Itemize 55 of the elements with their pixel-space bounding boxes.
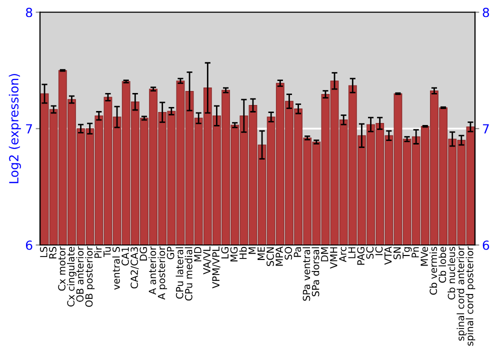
x-tick-label: Arc: [339, 246, 346, 262]
x-tick-label: MG: [230, 247, 238, 262]
x-tick-label: ventral S: [112, 246, 120, 290]
x-tick-label: ME: [258, 247, 265, 260]
x-tick-label: VMH: [330, 247, 338, 269]
x-tick-label: SPa ventral: [302, 247, 310, 301]
x-tick-label: CA2/CA3: [130, 247, 139, 288]
y-tick-label: 8: [26, 8, 32, 18]
x-tick-label: SO: [284, 246, 292, 260]
x-tick-label: Cb lobe: [438, 246, 446, 283]
x-tick-label: OB anterior: [76, 246, 84, 302]
x-tick-label: DM: [321, 247, 328, 262]
y2-tick-label: 8: [482, 8, 490, 18]
x-tick-label: Cb vermis: [430, 246, 438, 295]
x-tick-label: GP: [166, 246, 174, 260]
x-tick-label: VPM/VPL: [212, 246, 220, 288]
x-tick-label: Tg: [402, 247, 412, 259]
x-tick-label: SN: [393, 247, 401, 260]
y2-tick-label: 7: [482, 124, 489, 134]
x-tick-label: MD: [194, 246, 202, 262]
x-tick-label: MPA: [276, 246, 283, 266]
x-tick-label: CA1: [122, 247, 129, 266]
y2-tick-label: 6: [482, 240, 490, 250]
y-tick-label: 6: [26, 240, 32, 250]
x-tick-label: RS: [49, 246, 56, 258]
x-tick-label: SC: [366, 246, 374, 259]
x-tick-label: CPu lateral: [176, 247, 184, 299]
x-tick-label: IC: [375, 246, 383, 256]
x-tick-label: M: [248, 247, 256, 254]
x-tick-label: Hb: [239, 246, 247, 259]
x-tick-label: Cx cingulate: [67, 246, 76, 306]
x-tick-label: PAG: [357, 247, 365, 265]
y-tick-label: 7: [26, 124, 32, 134]
x-tick-label: Pir: [94, 246, 102, 258]
x-tick-label: SPa dorsal: [312, 247, 320, 296]
x-tick-label: A anterior: [148, 246, 156, 295]
y-axis-title: Log2 (expression): [8, 74, 21, 184]
x-tick-label: VA/VL: [203, 246, 212, 274]
x-tick-label: Cx motor: [58, 246, 66, 291]
x-tick-label: LH: [348, 247, 356, 258]
x-tick-label: Pn: [412, 247, 419, 258]
x-tick-label: OB posterior: [85, 246, 95, 307]
x-tick-label: spinal cord posterior: [466, 246, 476, 346]
x-tick-label: VTA: [384, 246, 392, 265]
x-tick-label: LG: [221, 247, 229, 258]
x-tick-label: CPu medial: [184, 247, 192, 301]
x-tick-label: MVe: [420, 246, 428, 266]
x-tick-label: A posterior: [158, 246, 168, 300]
x-tick-label: Pa: [294, 247, 302, 257]
x-tick-label: spinal cord anterior: [456, 246, 466, 341]
x-tick-label: DG: [140, 247, 148, 260]
x-tick-label: SCN: [266, 247, 274, 266]
x-tick-label: Tu: [104, 247, 111, 258]
x-tick-label: LS: [40, 246, 48, 258]
x-tick-label: Cb nucleus: [448, 246, 456, 300]
